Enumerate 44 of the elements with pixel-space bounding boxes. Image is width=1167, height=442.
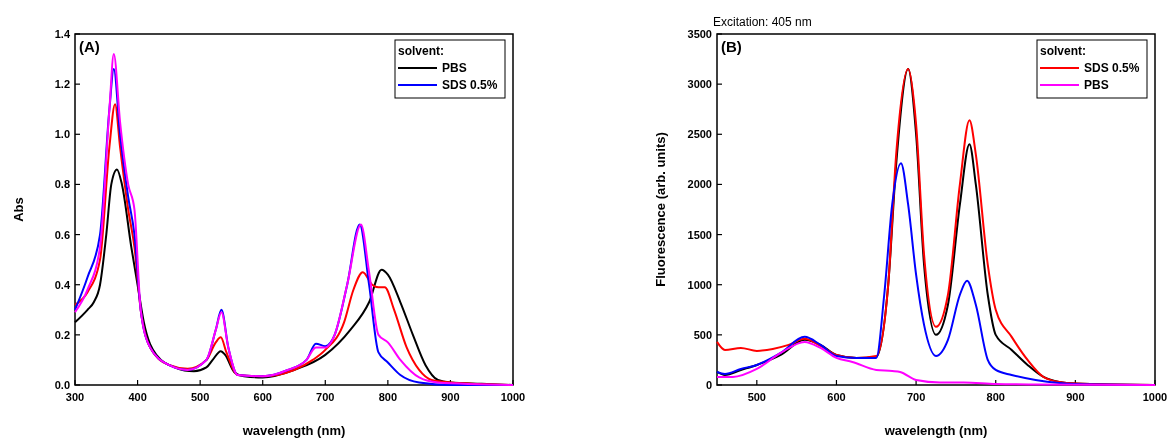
legend-label: SDS 0.5% [1084,61,1140,75]
x-tick-label: 800 [378,391,398,403]
y-tick-label: 1000 [687,278,712,291]
x-tick-label: 600 [827,391,846,403]
y-tick-label: 0.0 [54,379,70,391]
x-tick-label: 500 [747,391,766,403]
x-tick-label: 300 [65,391,85,403]
x-tick-label: 600 [253,391,272,403]
y-tick-label: 0.6 [54,228,70,241]
y-tick-label: 3000 [687,78,712,91]
x-tick-label: 400 [128,391,147,403]
y-tick-label: 1.4 [54,28,71,40]
y-tick-label: 2500 [687,128,712,141]
y-tick-label: 3500 [687,28,712,40]
y-tick-label: 0 [705,379,712,391]
chart-title: Excitation: 405 nm [713,15,812,29]
x-tick-label: 900 [441,391,460,403]
line-series [716,340,1156,386]
y-tick-label: 2000 [687,178,712,191]
legend-title: solvent: [1040,44,1087,58]
annotation: (A) [79,38,100,55]
y-axis-title: Abs [11,197,26,222]
legend-label: SDS 0.5% [442,78,498,92]
y-tick-label: 1500 [687,228,712,241]
y-tick-label: 1.0 [54,128,70,141]
x-tick-label: 1000 [1142,391,1167,403]
y-tick-label: 500 [693,328,712,341]
x-tick-label: 900 [1066,391,1085,403]
legend-label: PBS [442,61,467,75]
legend-label: PBS [1084,78,1109,92]
y-tick-label: 0.8 [54,178,70,191]
x-tick-label: 800 [986,391,1005,403]
x-axis-title: wavelength (nm) [883,423,988,438]
x-tick-label: 700 [906,391,926,403]
x-tick-label: 1000 [500,391,526,403]
annotation: (B) [721,38,742,55]
x-axis-title: wavelength (nm) [241,423,346,438]
y-tick-label: 0.2 [54,328,70,341]
legend-title: solvent: [398,44,445,58]
x-tick-label: 700 [316,391,335,403]
x-tick-label: 500 [190,391,210,403]
y-tick-label: 1.2 [54,78,70,91]
y-axis-title: Fluorescence (arb. units) [653,132,668,287]
y-tick-label: 0.4 [54,278,71,291]
